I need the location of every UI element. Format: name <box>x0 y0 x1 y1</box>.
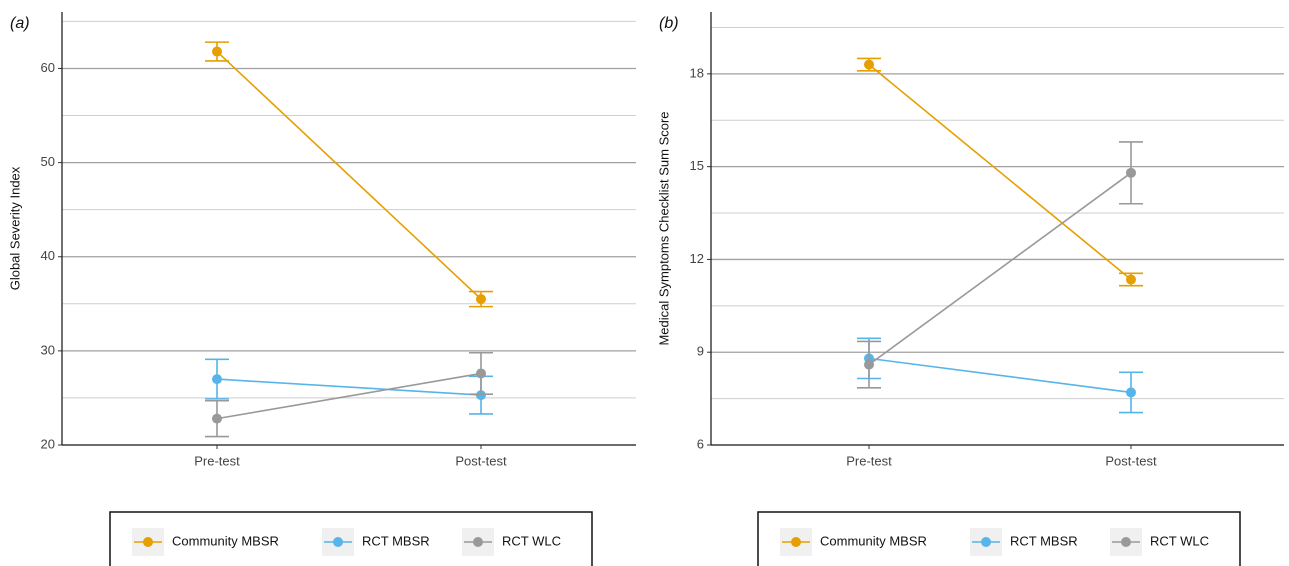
panel-label: (b) <box>659 15 679 32</box>
y-tick-label: 6 <box>697 436 704 451</box>
y-axis-label: Global Severity Index <box>7 166 22 290</box>
legend-label: Community MBSR <box>820 533 927 548</box>
y-tick-label: 15 <box>690 158 704 173</box>
x-tick-label: Pre-test <box>846 453 892 468</box>
series-line <box>868 172 1132 366</box>
data-point <box>864 359 874 370</box>
x-tick-label: Post-test <box>455 453 507 468</box>
legend-key-dot <box>791 537 801 547</box>
y-tick-label: 20 <box>41 436 55 451</box>
series-line <box>868 63 1132 281</box>
data-point <box>476 294 486 305</box>
y-tick-label: 9 <box>697 344 704 359</box>
legend-key-dot <box>1121 537 1131 547</box>
data-point <box>1126 274 1136 285</box>
series-line <box>216 378 482 396</box>
y-tick-label: 18 <box>690 65 704 80</box>
legend-label: RCT MBSR <box>362 533 430 548</box>
y-axis-label: Medical Symptoms Checklist Sum Score <box>656 111 671 345</box>
data-point <box>212 46 222 57</box>
data-point <box>212 413 222 424</box>
legend-label: RCT WLC <box>1150 533 1209 548</box>
legend-key-dot <box>143 537 153 547</box>
series-line <box>216 372 482 420</box>
data-point <box>864 59 874 70</box>
series-line <box>868 357 1132 394</box>
y-tick-label: 50 <box>41 154 55 169</box>
series-line <box>216 50 482 300</box>
data-point <box>1126 387 1136 398</box>
x-tick-label: Post-test <box>1105 453 1157 468</box>
data-point <box>1126 167 1136 178</box>
legend-label: Community MBSR <box>172 533 279 548</box>
y-tick-label: 12 <box>690 251 704 266</box>
legend-label: RCT WLC <box>502 533 561 548</box>
legend-key-dot <box>981 537 991 547</box>
legend-label: RCT MBSR <box>1010 533 1078 548</box>
data-point <box>476 368 486 379</box>
y-tick-label: 40 <box>41 248 55 263</box>
y-tick-label: 30 <box>41 342 55 357</box>
legend-key-dot <box>473 537 483 547</box>
panel-label: (a) <box>10 15 30 32</box>
data-point <box>212 374 222 385</box>
data-point <box>476 390 486 401</box>
x-tick-label: Pre-test <box>194 453 240 468</box>
legend-key-dot <box>333 537 343 547</box>
y-tick-label: 60 <box>41 60 55 75</box>
